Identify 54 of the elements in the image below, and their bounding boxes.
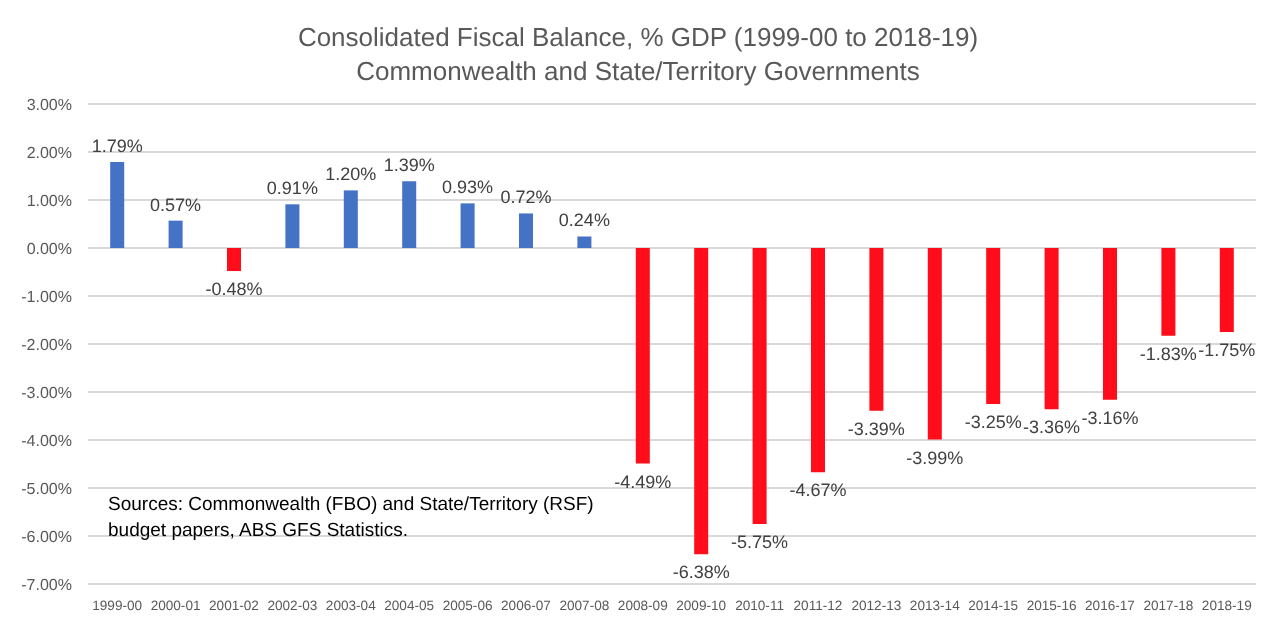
bar (1102, 248, 1118, 400)
bar (986, 248, 1001, 404)
bar (226, 248, 242, 272)
y-tick-label: 0.00% (26, 239, 72, 258)
data-label: -1.75% (1198, 340, 1256, 360)
bar (869, 248, 884, 411)
bar (343, 190, 358, 248)
bar (402, 181, 417, 248)
data-label: 1.79% (91, 136, 143, 157)
annotation: Sources: Commonwealth (FBO) and State/Territory (RSF) budget papers, ABS GFS Statistics. (108, 492, 596, 544)
bar (110, 162, 125, 248)
y-tick-label: 3.00% (26, 95, 72, 114)
data-label: -4.67% (789, 480, 847, 501)
data-label: 0.72% (500, 187, 552, 208)
data-label: -6.38% (672, 562, 730, 583)
bar (927, 248, 942, 440)
y-tick-label: -7.00% (21, 575, 72, 594)
data-label: 1.20% (325, 164, 377, 185)
bar (635, 248, 650, 464)
y-tick-label: -5.00% (21, 479, 72, 498)
y-tick-label: -6.00% (21, 527, 72, 546)
y-tick-label: -4.00% (21, 431, 72, 450)
data-label: 0.24% (558, 210, 610, 231)
bar (518, 213, 534, 248)
data-label: -3.16% (1081, 407, 1139, 428)
data-label: 0.93% (442, 177, 494, 198)
data-label: 0.57% (150, 194, 202, 215)
bar (752, 248, 767, 524)
data-label: -3.36% (1023, 417, 1081, 438)
bar (460, 203, 475, 248)
chart-title: Consolidated Fiscal Balance, % GDP (1999-00 to 2018-19) (295, 20, 981, 54)
bar (1044, 248, 1059, 410)
data-label: -4.49% (614, 471, 672, 492)
bar (285, 204, 300, 248)
data-label: -5.75% (731, 532, 789, 552)
data-label: -0.48% (205, 279, 263, 300)
data-label: -1.83% (1139, 343, 1197, 364)
y-tick-label: -2.00% (21, 335, 72, 354)
bar (694, 248, 709, 555)
bar (810, 248, 826, 473)
bar (168, 220, 183, 248)
data-label: 1.39% (383, 155, 435, 176)
data-label: -3.99% (906, 447, 964, 468)
y-tick-label: -3.00% (21, 383, 72, 402)
chart-subtitle: Commonwealth and State/Territory Governments (354, 54, 922, 88)
y-tick-label: 1.00% (26, 191, 72, 210)
y-tick-label: 2.00% (26, 143, 72, 162)
bar (1219, 248, 1234, 332)
data-label: -3.39% (847, 418, 905, 439)
y-tick-label: -1.00% (21, 287, 72, 306)
bar (577, 236, 592, 248)
data-label: 0.91% (266, 178, 318, 199)
data-label: -3.25% (964, 412, 1022, 432)
bar (1161, 248, 1176, 336)
